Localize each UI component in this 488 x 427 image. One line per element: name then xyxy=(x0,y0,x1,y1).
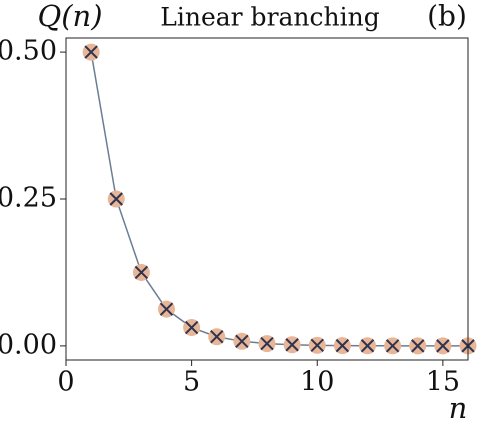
cross-marker xyxy=(335,338,350,353)
annotation: (b) xyxy=(427,0,467,33)
cross-stroke xyxy=(210,330,224,344)
cross-stroke xyxy=(84,45,98,59)
cross-stroke xyxy=(260,336,274,351)
cross-stroke xyxy=(436,339,450,353)
chart-title: Linear branching xyxy=(160,3,379,32)
cross-marker xyxy=(235,334,249,349)
cross-stroke xyxy=(411,339,425,353)
cross-stroke xyxy=(285,338,299,352)
cross-stroke xyxy=(310,338,324,353)
cross-marker xyxy=(285,338,299,352)
cross-marker xyxy=(84,45,98,59)
x-axis-label: n xyxy=(449,391,468,425)
y-tick-label: 0.00 xyxy=(0,329,57,360)
plot-frame xyxy=(65,37,469,361)
cross-stroke xyxy=(335,338,350,353)
cross-marker xyxy=(134,265,149,280)
x-tick-label: 5 xyxy=(183,367,200,398)
cross-marker xyxy=(109,192,123,206)
cross-marker xyxy=(436,339,450,353)
y-axis-label: Q(n) xyxy=(37,0,102,33)
cross-marker xyxy=(184,320,199,335)
cross-stroke xyxy=(360,339,375,353)
cross-marker xyxy=(411,339,425,353)
x-tick-label: 15 xyxy=(426,367,460,398)
cross-marker xyxy=(310,338,324,353)
x-tick-label: 10 xyxy=(300,367,334,398)
x-tick-label: 0 xyxy=(57,367,74,398)
cross-stroke xyxy=(235,334,249,349)
cross-stroke xyxy=(159,302,174,316)
cross-marker xyxy=(210,330,224,344)
cross-marker xyxy=(360,339,375,353)
cross-stroke xyxy=(184,320,199,335)
cross-marker xyxy=(260,336,274,351)
y-tick-label: 0.50 xyxy=(0,36,57,67)
cross-stroke xyxy=(109,192,123,206)
y-tick-label: 0.25 xyxy=(0,183,57,214)
cross-marker xyxy=(159,302,174,316)
cross-stroke xyxy=(134,265,149,280)
curve xyxy=(90,51,469,347)
cross-marker xyxy=(385,339,400,353)
cross-stroke xyxy=(385,339,400,353)
